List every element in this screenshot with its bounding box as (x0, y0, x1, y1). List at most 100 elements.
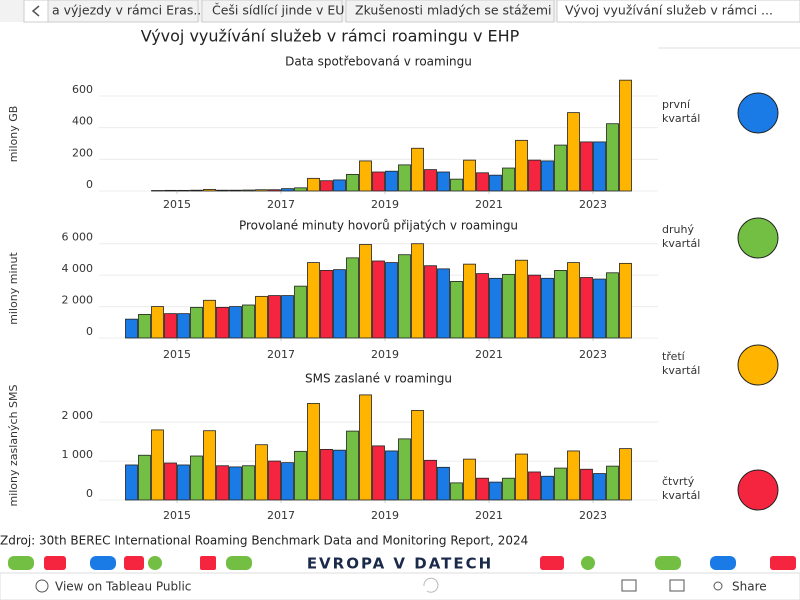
bar (489, 481, 502, 501)
bar (346, 430, 359, 501)
view-on-tableau[interactable]: View on Tableau Public (55, 580, 191, 594)
bar (385, 450, 398, 501)
bar (502, 477, 515, 501)
bar (476, 172, 489, 192)
bar (450, 178, 463, 192)
tab-label[interactable]: Vývoj využívání služeb v rámci ... (565, 3, 773, 18)
bar (411, 410, 424, 501)
tab-label[interactable]: a výjezdy v rámci Eras... (52, 3, 205, 18)
bar (528, 159, 541, 192)
bar (398, 438, 411, 501)
bar (567, 112, 580, 192)
x-tick-label: 2015 (163, 198, 191, 211)
bar (138, 314, 151, 339)
bar (229, 306, 242, 339)
bar (515, 259, 528, 339)
bar (151, 429, 164, 501)
bar (164, 313, 177, 339)
bar (203, 299, 216, 339)
bar (567, 450, 580, 501)
tab-scroll-button[interactable] (23, 0, 49, 23)
bar (242, 189, 255, 192)
y-axis-label: milony zaslaných SMS (7, 384, 20, 506)
decor-band (0, 552, 800, 572)
tab[interactable] (47, 0, 199, 23)
bar (281, 462, 294, 501)
download-icon[interactable] (621, 579, 637, 592)
bar (580, 141, 593, 192)
x-tick-label: 2019 (371, 198, 399, 211)
y-tick-label: 0 (86, 178, 93, 191)
tab[interactable] (345, 0, 555, 23)
bar (385, 262, 398, 339)
tab[interactable] (201, 0, 343, 23)
bar (437, 171, 450, 192)
bar (541, 475, 554, 501)
bar (229, 466, 242, 501)
bar (333, 449, 346, 501)
bar (463, 159, 476, 192)
x-tick-label: 2021 (475, 348, 503, 361)
bar (411, 243, 424, 339)
bar (567, 262, 580, 339)
bar (346, 257, 359, 339)
bar (216, 189, 229, 192)
bar (359, 394, 372, 501)
fullscreen-icon[interactable] (669, 579, 685, 592)
bar (281, 188, 294, 192)
bar (398, 254, 411, 339)
bar (450, 482, 463, 501)
bar (489, 277, 502, 339)
bar (255, 295, 268, 339)
bar (151, 306, 164, 339)
bar (255, 189, 268, 192)
bar (242, 465, 255, 501)
x-tick-label: 2021 (475, 509, 503, 522)
bar (606, 123, 619, 192)
bar (437, 466, 450, 501)
x-tick-label: 2015 (163, 509, 191, 522)
bar (333, 179, 346, 192)
bar (528, 274, 541, 339)
tab-label[interactable]: Češi sídlící jinde v EU (212, 3, 344, 18)
x-tick-label: 2017 (267, 348, 295, 361)
source-note: Zdroj: 30th BEREC International Roaming … (0, 534, 528, 548)
legend-label-box: druhý kvartál (662, 223, 701, 250)
y-tick-label: 6 000 (62, 231, 94, 244)
logo: EVROPA V DATECH (307, 555, 493, 573)
bar (268, 189, 281, 192)
bar (216, 465, 229, 501)
bar (294, 285, 307, 339)
bar (164, 189, 177, 192)
x-tick-label: 2023 (579, 348, 607, 361)
bar (619, 79, 632, 192)
tableau-icon (35, 579, 49, 593)
bar (268, 460, 281, 501)
bar (177, 189, 190, 192)
bar (502, 167, 515, 192)
y-tick-label: 1 000 (62, 448, 94, 461)
bar (554, 144, 567, 192)
chart-title: SMS zaslané v roamingu (305, 372, 452, 386)
x-tick-label: 2023 (579, 198, 607, 211)
y-tick-label: 200 (72, 146, 93, 159)
tab-active[interactable] (556, 0, 800, 23)
legend-label: první kvartál (662, 98, 701, 125)
bar (281, 295, 294, 339)
bar (346, 173, 359, 192)
bar (177, 464, 190, 501)
legend-label: druhý kvartál (662, 223, 701, 250)
bar (138, 454, 151, 501)
bar (437, 268, 450, 339)
bar (359, 244, 372, 339)
tab-label[interactable]: Zkušenosti mladých se stážemi (355, 3, 552, 18)
share-button[interactable]: Share (732, 580, 767, 594)
bar (255, 444, 268, 501)
bar (359, 160, 372, 192)
bar (424, 265, 437, 339)
y-tick-label: 600 (72, 83, 93, 96)
bar (320, 180, 333, 192)
undo-icon[interactable] (423, 577, 439, 593)
bar (372, 445, 385, 501)
